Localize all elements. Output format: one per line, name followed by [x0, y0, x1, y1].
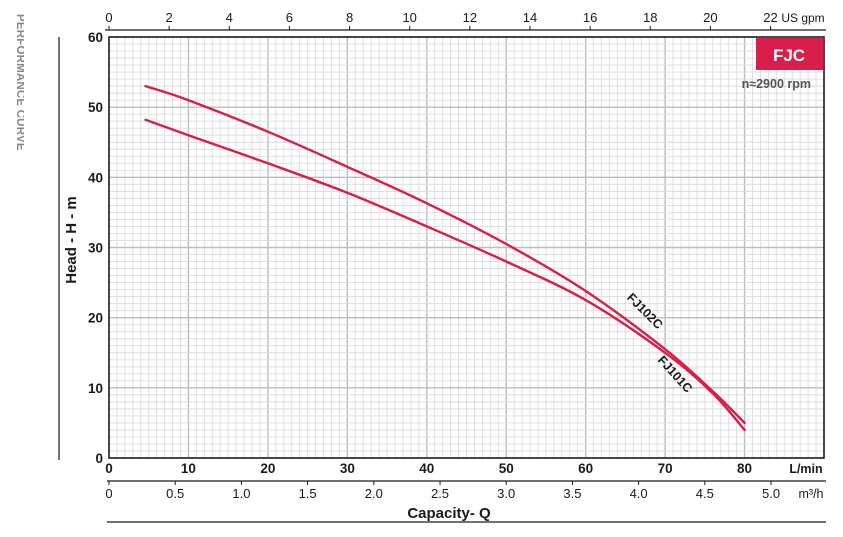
x-tick-label-m3h: 1.5 [299, 486, 317, 501]
x-tick-label-m3h: 3.5 [563, 486, 581, 501]
x-tick-label-lmin: 10 [181, 461, 196, 476]
x-tick-label-usgpm: 8 [346, 10, 353, 25]
x-tick-label-usgpm: 22 [763, 10, 777, 25]
x-tick-label-usgpm: 6 [286, 10, 293, 25]
x-tick-label-usgpm: 14 [523, 10, 537, 25]
x-tick-label-usgpm: 10 [402, 10, 416, 25]
speed-label: n≈2900 rpm [742, 77, 811, 91]
x-unit-m3h: m³/h [799, 487, 824, 501]
side-title-text: PERFORMANCE CURVE [14, 14, 24, 151]
x-tick-label-m3h: 0 [105, 486, 112, 501]
y-tick-label: 60 [88, 30, 103, 45]
x-tick-label-m3h: 2.0 [365, 486, 383, 501]
x-tick-label-m3h: 4.5 [696, 486, 714, 501]
series-line-fj101c [144, 118, 746, 432]
x-tick-label-usgpm: 2 [166, 10, 173, 25]
y-tick-label: 40 [88, 170, 103, 185]
x-tick-label-lmin: 60 [578, 461, 593, 476]
x-tick-label-lmin: 80 [737, 461, 752, 476]
fjc-badge-bg [756, 38, 823, 70]
series-line-fj102c [144, 84, 746, 425]
x-tick-label-usgpm: 12 [463, 10, 477, 25]
x-tick-label-lmin: 50 [499, 461, 514, 476]
plot-frame [108, 36, 825, 459]
side-title: PERFORMANCE CURVE [0, 0, 26, 205]
x-tick-label-lmin: 20 [260, 461, 275, 476]
y-axis-title: Head - H - m [63, 196, 80, 284]
y-tick-label: 20 [88, 311, 103, 326]
y-tick-label: 0 [95, 451, 103, 466]
y-tick-label: 30 [88, 241, 103, 256]
x-tick-label-usgpm: 20 [703, 10, 717, 25]
x-tick-label-lmin: 0 [105, 461, 113, 476]
x-axis-title: Capacity- Q [407, 505, 491, 522]
fjc-badge: FJC [756, 38, 823, 70]
x-tick-label-m3h: 5.0 [762, 486, 780, 501]
x-tick-label-lmin: 70 [658, 461, 673, 476]
x-tick-label-usgpm: 0 [105, 10, 112, 25]
x-unit-lmin: L/min [789, 462, 822, 476]
x-tick-label-m3h: 0.5 [166, 486, 184, 501]
chart-grid [109, 37, 824, 458]
y-tick-label: 10 [88, 381, 103, 396]
x-tick-label-lmin: 30 [340, 461, 355, 476]
x-tick-label-usgpm: 16 [583, 10, 597, 25]
x-tick-label-usgpm: 4 [226, 10, 233, 25]
x-tick-label-m3h: 3.0 [497, 486, 515, 501]
x-unit-usgpm: US gpm [781, 11, 824, 25]
x-tick-label-m3h: 1.0 [232, 486, 250, 501]
fjc-badge-text: FJC [773, 46, 805, 65]
x-tick-label-usgpm: 18 [643, 10, 657, 25]
x-tick-label-lmin: 40 [419, 461, 434, 476]
y-tick-label: 50 [88, 100, 103, 115]
x-tick-label-m3h: 4.0 [630, 486, 648, 501]
x-tick-label-m3h: 2.5 [431, 486, 449, 501]
